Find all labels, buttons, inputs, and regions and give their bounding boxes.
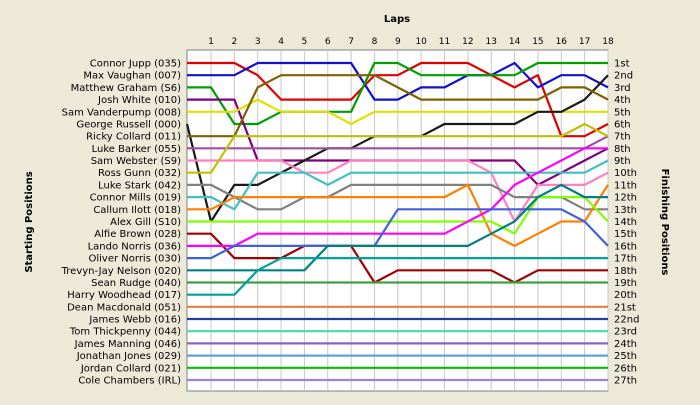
starting-driver-label: Max Vaughan (007) <box>83 71 181 82</box>
driver-position-line <box>187 159 609 223</box>
driver-position-line <box>187 61 608 126</box>
finishing-position-label: 14th <box>614 217 637 228</box>
finishing-position-label: 11th <box>614 180 637 191</box>
finishing-position-label: 25th <box>614 351 637 362</box>
finishing-position-label: 18th <box>614 266 637 277</box>
starting-driver-label: Trevyn-Jay Nelson (020) <box>61 266 181 277</box>
starting-driver-label: Callum Ilott (018) <box>93 205 181 216</box>
lap-tick-label: 12 <box>462 37 473 47</box>
finishing-position-label: 9th <box>614 156 631 167</box>
finishing-position-label: 23rd <box>614 327 637 338</box>
starting-position-labels: Connor Jupp (035)Max Vaughan (007)Matthe… <box>61 59 181 387</box>
lap-tick-label: 9 <box>395 37 401 47</box>
starting-driver-label: Josh White (010) <box>97 95 181 106</box>
starting-driver-label: James Manning (046) <box>74 339 181 350</box>
finishing-position-label: 7th <box>614 132 631 143</box>
starting-driver-label: Lando Norris (036) <box>88 241 181 252</box>
starting-driver-label: Sam Webster (S9) <box>91 156 181 167</box>
starting-driver-label: George Russell (000) <box>76 119 181 130</box>
lap-tick-label: 2 <box>231 37 237 47</box>
starting-driver-label: Oliver Norris (030) <box>89 254 182 265</box>
finishing-position-label: 3rd <box>614 83 631 94</box>
finishing-position-label: 26th <box>614 363 637 374</box>
driver-position-line <box>187 74 609 138</box>
driver-position-line <box>187 61 609 101</box>
driver-position-line <box>187 61 609 138</box>
driver-position-line <box>187 147 608 247</box>
driver-position-line <box>187 135 609 150</box>
finishing-position-label: 8th <box>614 144 631 155</box>
finishing-position-label: 27th <box>614 376 637 387</box>
finishing-position-label: 4th <box>614 95 631 106</box>
lap-tick-label: 18 <box>602 37 614 47</box>
driver-position-line <box>187 208 609 260</box>
starting-driver-label: Luke Stark (042) <box>98 180 181 191</box>
starting-driver-label: Luke Barker (055) <box>92 144 181 155</box>
lap-tick-label: 17 <box>579 37 590 47</box>
starting-driver-label: Alex Gill (S10) <box>110 217 181 228</box>
y-axis-title-right: Finishing Positions <box>659 169 670 276</box>
driver-position-line <box>187 183 609 247</box>
finishing-position-labels: 1st2nd3rd4th5th6th7th8th9th10th11th12th1… <box>614 59 639 387</box>
lap-tick-label: 10 <box>415 37 427 47</box>
lap-tick-label: 15 <box>532 37 543 47</box>
finishing-position-label: 2nd <box>614 71 633 82</box>
starting-driver-label: Ricky Collard (011) <box>86 132 181 143</box>
lap-tick-label: 7 <box>348 37 354 47</box>
lap-ticks: 1 2 3 4 5 6 7 8 9 10 11 12 13 14 15 16 17 18 <box>208 37 614 47</box>
finishing-position-label: 20th <box>614 290 637 301</box>
driver-position-line <box>187 122 609 174</box>
lap-tick-label: 8 <box>372 37 378 47</box>
series-group <box>185 61 609 382</box>
starting-driver-label: Tom Thickpenny (044) <box>69 327 181 338</box>
lap-tick-label: 4 <box>278 37 284 47</box>
finishing-position-label: 1st <box>614 59 630 70</box>
finishing-position-label: 10th <box>614 168 637 179</box>
lap-tick-label: 3 <box>255 37 261 47</box>
finishing-position-label: 24th <box>614 339 637 350</box>
driver-position-line <box>187 232 608 284</box>
finishing-position-label: 5th <box>614 107 631 118</box>
lap-tick-label: 16 <box>556 37 568 47</box>
lap-tick-label: 13 <box>486 37 497 47</box>
starting-driver-label: Jonathan Jones (029) <box>76 351 181 362</box>
finishing-position-label: 6th <box>614 119 631 130</box>
x-axis-title: Laps <box>384 14 410 25</box>
finishing-position-label: 22nd <box>614 315 639 326</box>
finishing-position-label: 21st <box>614 302 636 313</box>
lap-tick-label: 14 <box>509 37 521 47</box>
starting-driver-label: Connor Jupp (035) <box>90 59 181 70</box>
y-axis-title-left: Starting Positions <box>24 171 35 272</box>
finishing-position-label: 13th <box>614 205 637 216</box>
starting-driver-label: Connor Mills (019) <box>90 193 182 204</box>
driver-position-line <box>187 257 608 296</box>
starting-driver-label: Sam Vanderpump (008) <box>62 107 181 118</box>
starting-driver-label: Cole Chambers (IRL) <box>78 376 181 387</box>
finishing-position-label: 17th <box>614 254 637 265</box>
starting-driver-label: Harry Woodhead (017) <box>67 290 181 301</box>
lap-tick-label: 11 <box>439 37 450 47</box>
finishing-position-label: 12th <box>614 193 637 204</box>
starting-driver-label: Jordan Collard (021) <box>80 363 181 374</box>
starting-driver-label: Sean Rudge (040) <box>91 278 181 289</box>
finishing-position-label: 15th <box>614 229 637 240</box>
starting-driver-label: Ross Gunn (032) <box>98 168 181 179</box>
lap-tick-label: 6 <box>325 37 331 47</box>
lap-tick-label: 1 <box>208 37 214 47</box>
starting-driver-label: Dean Macdonald (051) <box>67 302 181 313</box>
finishing-position-label: 19th <box>614 278 637 289</box>
finishing-position-label: 16th <box>614 241 637 252</box>
starting-driver-label: Alfie Brown (028) <box>94 229 181 240</box>
starting-driver-label: James Webb (016) <box>88 315 181 326</box>
lap-tick-label: 5 <box>302 37 308 47</box>
starting-driver-label: Matthew Graham (S6) <box>71 83 181 94</box>
